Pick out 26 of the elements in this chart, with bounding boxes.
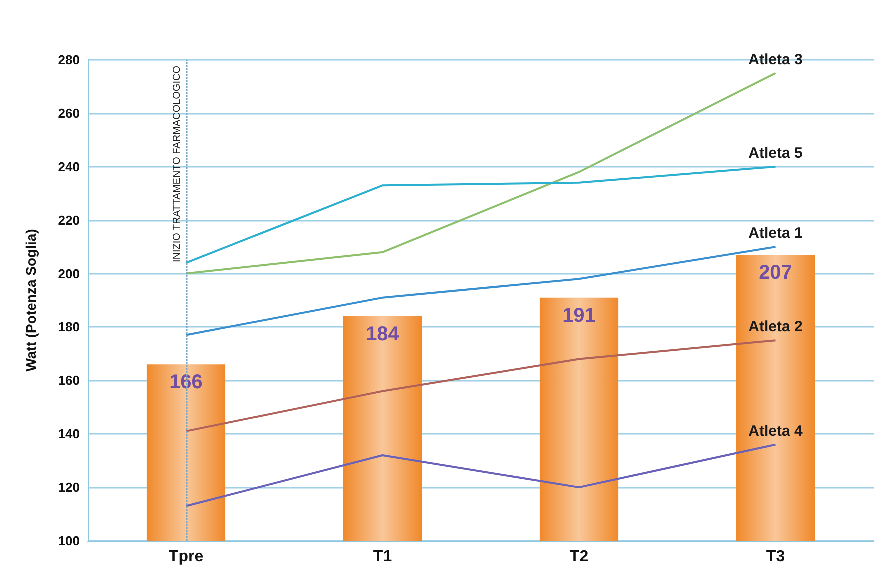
series-label: Atleta 5	[748, 144, 803, 162]
y-tick-label: 200	[58, 266, 80, 282]
y-tick-label: 160	[58, 373, 80, 388]
y-tick-label: 280	[58, 52, 80, 68]
y-axis-title: Watt (Potenza Soglia)	[23, 229, 39, 372]
y-tick-label: 260	[58, 106, 80, 121]
ref-line-label: INIZIO TRATTAMENTO FARMACOLOGICO	[172, 66, 183, 262]
x-tick-label: Tpre	[168, 548, 204, 566]
y-tick-label: 120	[58, 480, 80, 496]
x-tick-label: T1	[373, 548, 392, 566]
line-series	[185, 444, 777, 508]
y-tick-label: 220	[58, 212, 80, 228]
y-tick-label: 240	[58, 159, 80, 174]
y-tick-label: 140	[58, 426, 80, 442]
x-tick-label: T3	[766, 548, 786, 566]
x-tick-label: T2	[570, 548, 589, 566]
y-tick-label: 180	[58, 320, 80, 335]
data-label: 207	[759, 262, 792, 284]
data-label: 166	[170, 372, 203, 394]
series-label: Atleta 2	[748, 318, 803, 336]
series-label: Atleta 1	[748, 225, 803, 242]
y-tick-label: 100	[58, 534, 80, 548]
series-label: Atleta 3	[748, 51, 803, 68]
data-label: 184	[366, 324, 400, 346]
series-label: Atleta 4	[748, 422, 804, 440]
data-label: 191	[562, 304, 596, 327]
